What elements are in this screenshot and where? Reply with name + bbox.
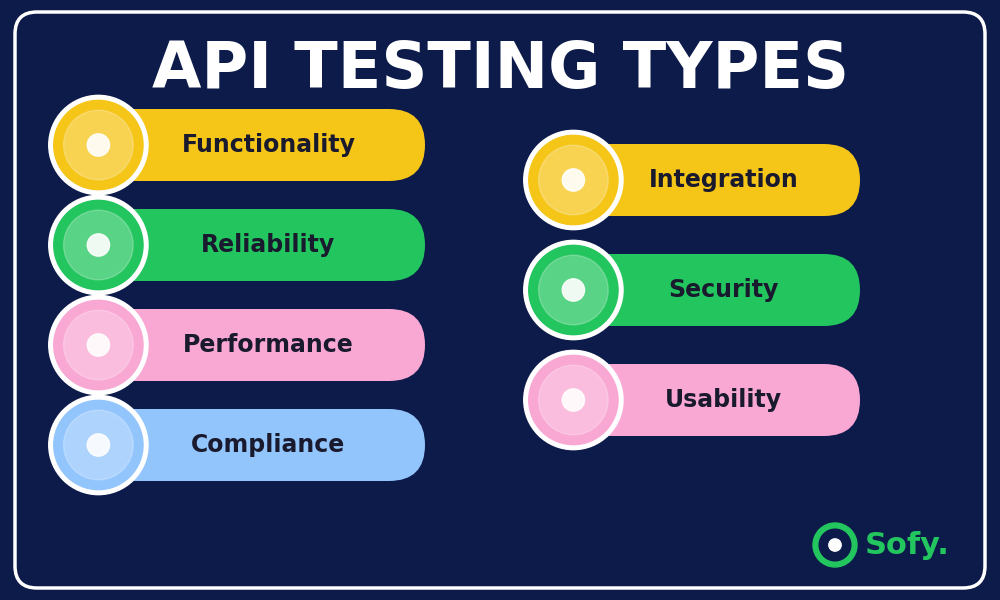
Circle shape <box>87 134 110 156</box>
Circle shape <box>524 350 623 449</box>
FancyBboxPatch shape <box>15 12 985 588</box>
Circle shape <box>87 334 110 356</box>
Circle shape <box>87 234 110 256</box>
Text: API TESTING TYPES: API TESTING TYPES <box>152 39 848 101</box>
Circle shape <box>64 410 133 480</box>
Text: Performance: Performance <box>183 333 354 357</box>
Circle shape <box>529 245 618 335</box>
Circle shape <box>64 310 133 380</box>
Circle shape <box>54 100 143 190</box>
FancyBboxPatch shape <box>92 109 425 181</box>
Circle shape <box>562 389 585 411</box>
Text: Integration: Integration <box>649 168 798 192</box>
Circle shape <box>87 434 110 456</box>
Circle shape <box>64 210 133 280</box>
FancyBboxPatch shape <box>92 209 425 281</box>
Circle shape <box>562 169 585 191</box>
Text: Usability: Usability <box>665 388 782 412</box>
FancyBboxPatch shape <box>92 309 425 381</box>
Circle shape <box>819 529 851 561</box>
Circle shape <box>54 301 143 389</box>
Circle shape <box>49 295 148 395</box>
Circle shape <box>539 145 608 215</box>
FancyBboxPatch shape <box>567 144 860 216</box>
Circle shape <box>562 279 585 301</box>
Circle shape <box>539 255 608 325</box>
Text: Security: Security <box>668 278 779 302</box>
Circle shape <box>539 365 608 435</box>
FancyBboxPatch shape <box>92 409 425 481</box>
Text: Reliability: Reliability <box>201 233 336 257</box>
Text: Functionality: Functionality <box>181 133 355 157</box>
Text: Compliance: Compliance <box>191 433 346 457</box>
Circle shape <box>54 200 143 290</box>
Circle shape <box>529 136 618 224</box>
Circle shape <box>813 523 857 567</box>
Text: Sofy.: Sofy. <box>865 530 950 559</box>
Circle shape <box>49 196 148 295</box>
FancyBboxPatch shape <box>567 254 860 326</box>
Circle shape <box>54 400 143 490</box>
Circle shape <box>49 95 148 194</box>
FancyBboxPatch shape <box>567 364 860 436</box>
Circle shape <box>829 539 841 551</box>
Circle shape <box>524 130 623 230</box>
Circle shape <box>529 355 618 445</box>
Circle shape <box>524 241 623 340</box>
Circle shape <box>49 395 148 494</box>
Circle shape <box>64 110 133 180</box>
